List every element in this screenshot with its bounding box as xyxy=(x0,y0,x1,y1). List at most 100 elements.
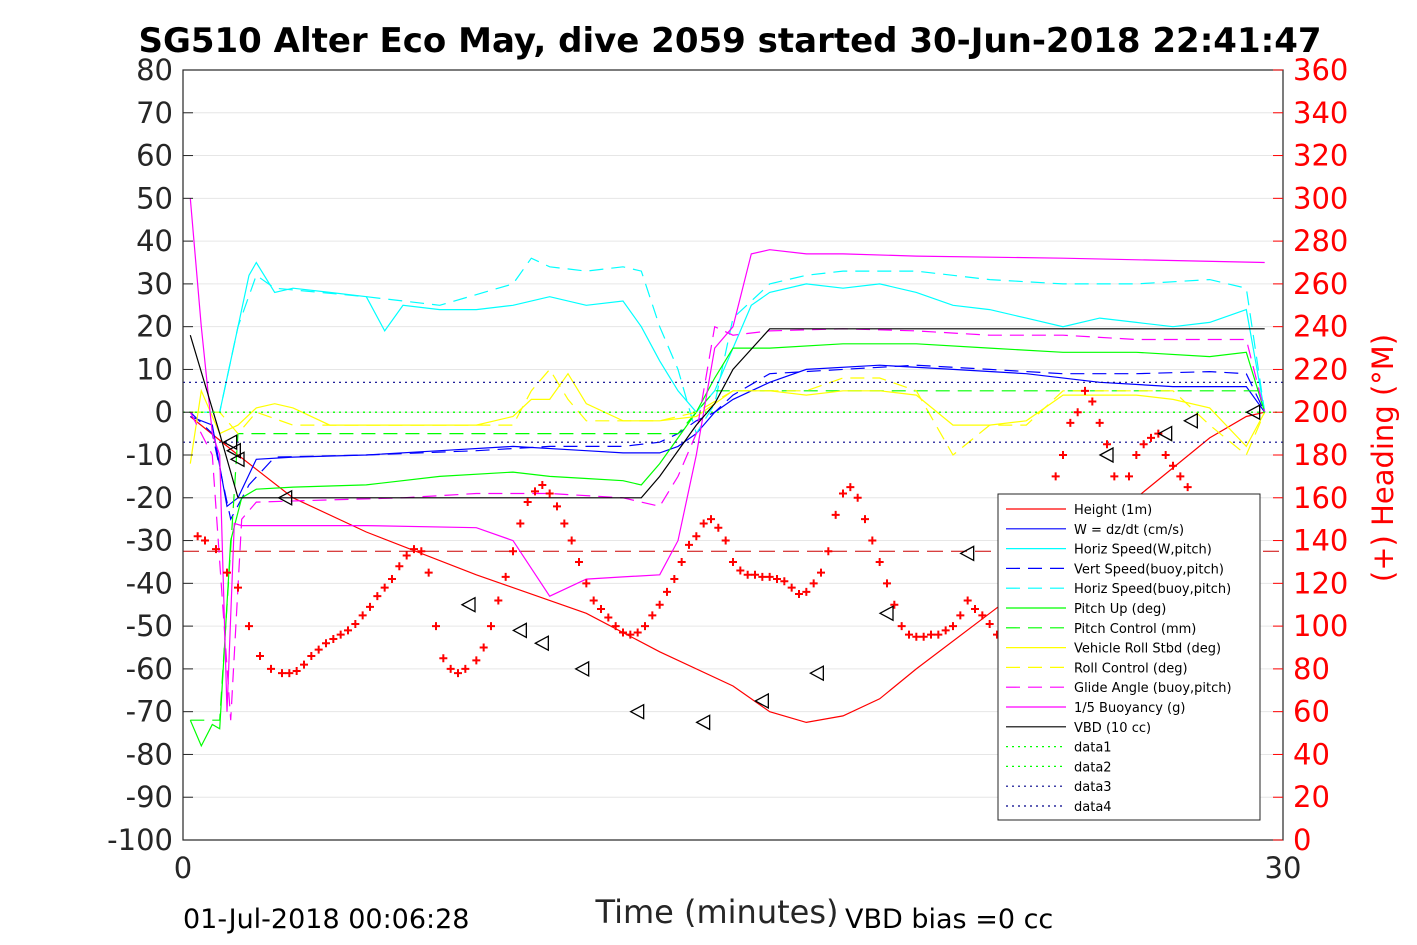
heading-point xyxy=(831,510,840,519)
dive-marker xyxy=(1245,404,1261,421)
heading-point xyxy=(611,622,620,631)
footer-vbd-bias: VBD bias =0 cc xyxy=(845,904,1053,935)
heading-point xyxy=(285,669,294,678)
y-tick-label: -60 xyxy=(126,652,173,686)
dive-marker xyxy=(1098,446,1114,464)
series-layer xyxy=(183,198,1283,748)
y-right-tick-label: 280 xyxy=(1293,224,1348,258)
heading-point xyxy=(883,579,891,588)
legend-entry: Pitch Control (mm) xyxy=(1074,622,1196,637)
heading-point xyxy=(1132,451,1141,459)
x-axis: 0 30 xyxy=(174,830,1301,885)
y-right-tick-label: 40 xyxy=(1293,737,1330,771)
chart-title: SG510 Alter Eco May, dive 2059 started 3… xyxy=(138,21,1321,61)
heading-point xyxy=(567,536,576,545)
heading-point xyxy=(395,562,404,571)
series-line-horiz-speed-w-pitch xyxy=(190,261,1266,414)
heading-point xyxy=(523,498,532,507)
heading-point xyxy=(479,643,488,652)
series-line-vehicle-roll-stbd-deg xyxy=(189,372,1266,464)
heading-point xyxy=(729,557,737,566)
heading-point xyxy=(963,596,972,605)
y-tick-label: -20 xyxy=(126,481,173,515)
heading-point xyxy=(905,630,913,639)
heading-point xyxy=(985,619,994,628)
heading-point xyxy=(553,502,561,511)
heading-point xyxy=(809,579,818,588)
heading-point xyxy=(380,583,389,592)
heading-point xyxy=(736,566,745,575)
y-right-tick-label: 360 xyxy=(1293,53,1348,87)
dive-marker xyxy=(1182,412,1198,429)
dive-marker xyxy=(511,622,527,639)
heading-point xyxy=(509,547,517,556)
y-right-tick-label: 60 xyxy=(1293,695,1330,729)
heading-point xyxy=(1161,451,1170,459)
y-tick-label: -90 xyxy=(126,780,173,814)
heading-point xyxy=(373,592,382,601)
y-tick-label: -10 xyxy=(126,438,173,472)
heading-point xyxy=(758,572,767,581)
heading-point xyxy=(971,605,979,613)
dive-marker xyxy=(229,451,245,468)
heading-point xyxy=(461,664,470,673)
series-line-vbd-10-cc xyxy=(189,328,1265,499)
right-axis-label: (+) Heading (°M) xyxy=(1366,334,1400,582)
heading-point xyxy=(388,575,396,584)
heading-point xyxy=(868,536,877,545)
heading-point xyxy=(597,605,605,613)
dive-marker xyxy=(753,692,769,710)
legend-entry: data2 xyxy=(1074,760,1112,775)
heading-point xyxy=(663,587,671,596)
heading-point xyxy=(267,664,275,673)
y-tick-label: 70 xyxy=(136,96,173,130)
heading-point xyxy=(875,557,884,566)
heading-point xyxy=(919,632,928,641)
heading-point xyxy=(1059,451,1067,459)
heading-point xyxy=(256,652,264,661)
heading-point xyxy=(699,519,708,528)
heading-point xyxy=(351,619,360,628)
y-tick-label: 10 xyxy=(136,352,173,386)
y-tick-label: -70 xyxy=(126,695,173,729)
heading-point xyxy=(516,519,525,528)
left-y-axis: 80 70 60 50 40 30 20 10 0 -10 -20 -30 -40 -50 -60 -70 -8… xyxy=(107,53,193,857)
dive-marker xyxy=(225,442,241,459)
y-tick-label: -50 xyxy=(126,609,173,643)
heading-point xyxy=(245,622,253,631)
legend-entry: data1 xyxy=(1074,741,1112,756)
legend-entry: Vehicle Roll Stbd (deg) xyxy=(1074,642,1221,657)
dive-marker xyxy=(460,596,476,613)
y-tick-label: -100 xyxy=(107,823,173,857)
heading-point xyxy=(487,622,495,631)
legend-entry: Horiz Speed(buoy,pitch) xyxy=(1074,582,1231,597)
heading-point xyxy=(1183,483,1192,492)
heading-point xyxy=(575,557,583,566)
heading-point xyxy=(677,557,686,566)
heading-point xyxy=(201,536,209,545)
series-line-horiz-speed-buoy-pitch xyxy=(190,257,1266,436)
y-right-tick-label: 80 xyxy=(1293,652,1330,686)
y-right-tick-label: 180 xyxy=(1293,438,1348,472)
heading-point xyxy=(538,480,547,489)
heading-point xyxy=(626,630,635,639)
dive-marker xyxy=(1157,425,1173,442)
legend: Height (1m) W = dz/dt (cm/s) Horiz Speed(W… xyxy=(997,493,1261,821)
legend-entry: Pitch Up (deg) xyxy=(1074,602,1166,617)
heading-point xyxy=(223,568,231,577)
heading-point xyxy=(1176,472,1185,481)
heading-point xyxy=(648,611,657,620)
y-right-tick-label: 100 xyxy=(1293,609,1348,643)
heading-point xyxy=(278,669,286,678)
heading-point xyxy=(949,622,957,631)
series-line-glide-angle-buoy-pitch xyxy=(189,325,1266,721)
legend-entry: 1/5 Buoyancy (g) xyxy=(1074,701,1185,716)
x-axis-label: Time (minutes) xyxy=(595,893,839,931)
heading-point xyxy=(531,487,539,496)
heading-point xyxy=(322,639,330,648)
y-right-tick-label: 320 xyxy=(1293,139,1348,173)
heading-point xyxy=(417,547,426,556)
heading-point xyxy=(1103,440,1111,449)
heading-point xyxy=(692,532,701,541)
